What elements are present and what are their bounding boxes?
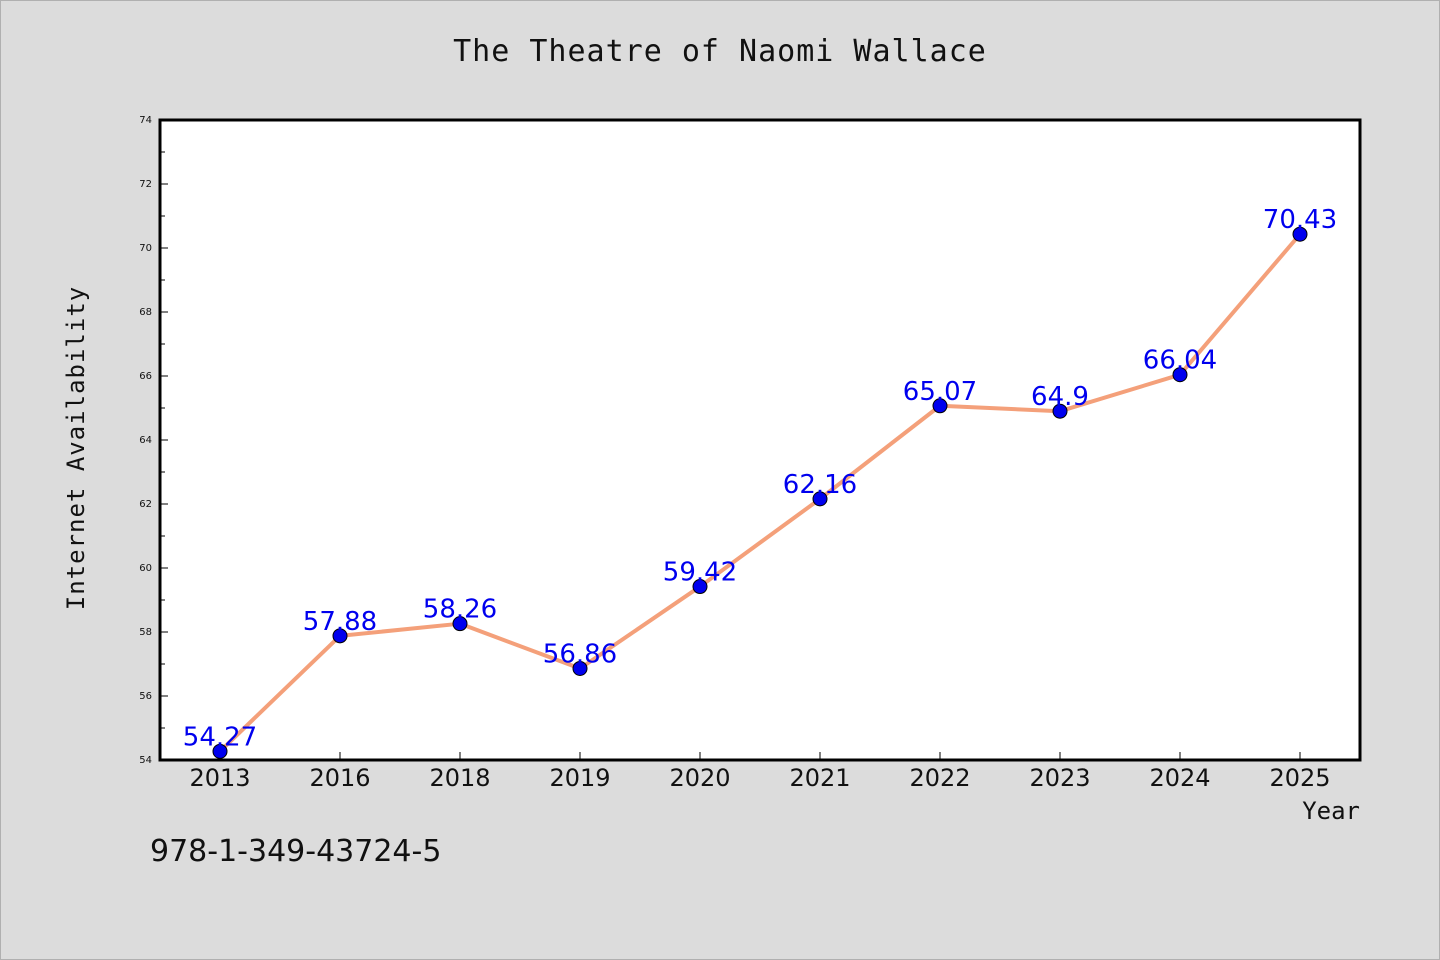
- data-point: [332, 628, 348, 644]
- data-label: 65.07: [903, 377, 977, 407]
- data-label: 54.27: [183, 722, 257, 752]
- data-label: 58.26: [423, 595, 497, 625]
- y-tick-label: 58: [139, 627, 152, 638]
- x-tick-label: 2020: [669, 764, 730, 792]
- data-label: 62.16: [783, 470, 857, 500]
- data-point: [1172, 367, 1188, 383]
- y-tick-label: 74: [139, 115, 152, 126]
- y-tick-label: 72: [139, 179, 152, 190]
- y-tick-label: 66: [139, 371, 152, 382]
- x-axis-ticks: 2013 2016 2018 2019 2020 2021 2022 2023 2024 2025: [189, 752, 1331, 792]
- x-tick-label: 2013: [189, 764, 250, 792]
- x-tick-label: 2016: [309, 764, 370, 792]
- data-label: 70.43: [1263, 205, 1337, 235]
- plot-border: [158, 118, 1362, 762]
- data-point: [1292, 226, 1308, 242]
- data-point: [692, 579, 708, 595]
- y-tick-label: 56: [139, 691, 152, 702]
- data-point: [932, 398, 948, 414]
- series-line: [218, 232, 1302, 753]
- chart-title: The Theatre of Naomi Wallace: [453, 34, 987, 69]
- y-tick-label: 70: [139, 243, 152, 254]
- x-tick-label: 2019: [549, 764, 610, 792]
- data-point: [572, 660, 588, 676]
- x-tick-label: 2022: [909, 764, 970, 792]
- x-tick-label: 2024: [1149, 764, 1210, 792]
- x-tick-label: 2023: [1029, 764, 1090, 792]
- data-label: 64.9: [1031, 382, 1089, 412]
- y-tick-label: 64: [139, 435, 152, 446]
- y-tick-label: 62: [139, 499, 152, 510]
- data-label: 59.42: [663, 558, 737, 588]
- data-label: 56.86: [543, 639, 617, 669]
- data-point: [212, 743, 228, 759]
- y-tick-label: 68: [139, 307, 152, 318]
- data-point: [452, 616, 468, 632]
- plot-area: [160, 120, 1360, 760]
- x-axis-label: Year: [1302, 797, 1360, 825]
- y-tick-label: 54: [139, 755, 152, 766]
- data-point: [1052, 403, 1068, 419]
- data-point: [812, 491, 828, 507]
- x-tick-label: 2021: [789, 764, 850, 792]
- x-tick-label: 2025: [1269, 764, 1330, 792]
- data-labels: 54.27 57.88 58.26 56.86 59.42 62.16 65.07 64.9 6…: [183, 205, 1337, 752]
- y-tick-label: 60: [139, 563, 152, 574]
- data-points: [212, 226, 1308, 759]
- data-label: 66.04: [1143, 346, 1217, 376]
- x-tick-label: 2018: [429, 764, 490, 792]
- isbn-text: 978-1-349-43724-5: [150, 834, 442, 869]
- data-label: 57.88: [303, 607, 377, 637]
